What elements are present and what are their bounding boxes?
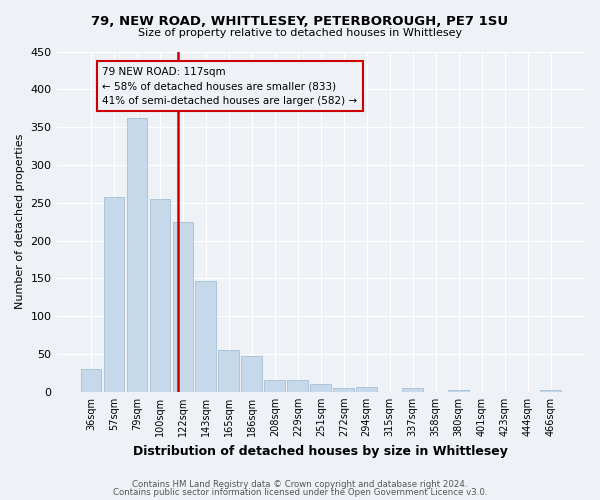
Bar bbox=[149, 199, 170, 392]
Bar bbox=[287, 380, 308, 392]
Bar bbox=[80, 369, 101, 392]
Bar bbox=[403, 388, 423, 392]
Bar bbox=[448, 390, 469, 392]
Text: 79, NEW ROAD, WHITTLESEY, PETERBOROUGH, PE7 1SU: 79, NEW ROAD, WHITTLESEY, PETERBOROUGH, … bbox=[91, 15, 509, 28]
Bar bbox=[196, 280, 216, 392]
Bar bbox=[310, 384, 331, 392]
Text: Contains HM Land Registry data © Crown copyright and database right 2024.: Contains HM Land Registry data © Crown c… bbox=[132, 480, 468, 489]
Bar bbox=[540, 390, 561, 392]
Text: Contains public sector information licensed under the Open Government Licence v3: Contains public sector information licen… bbox=[113, 488, 487, 497]
Text: Size of property relative to detached houses in Whittlesey: Size of property relative to detached ho… bbox=[138, 28, 462, 38]
Bar bbox=[334, 388, 354, 392]
X-axis label: Distribution of detached houses by size in Whittlesey: Distribution of detached houses by size … bbox=[133, 444, 508, 458]
Bar bbox=[104, 196, 124, 392]
Bar bbox=[356, 386, 377, 392]
Y-axis label: Number of detached properties: Number of detached properties bbox=[15, 134, 25, 310]
Bar bbox=[241, 356, 262, 392]
Bar bbox=[127, 118, 147, 392]
Text: 79 NEW ROAD: 117sqm
← 58% of detached houses are smaller (833)
41% of semi-detac: 79 NEW ROAD: 117sqm ← 58% of detached ho… bbox=[103, 66, 358, 106]
Bar bbox=[265, 380, 285, 392]
Bar bbox=[173, 222, 193, 392]
Bar bbox=[218, 350, 239, 392]
